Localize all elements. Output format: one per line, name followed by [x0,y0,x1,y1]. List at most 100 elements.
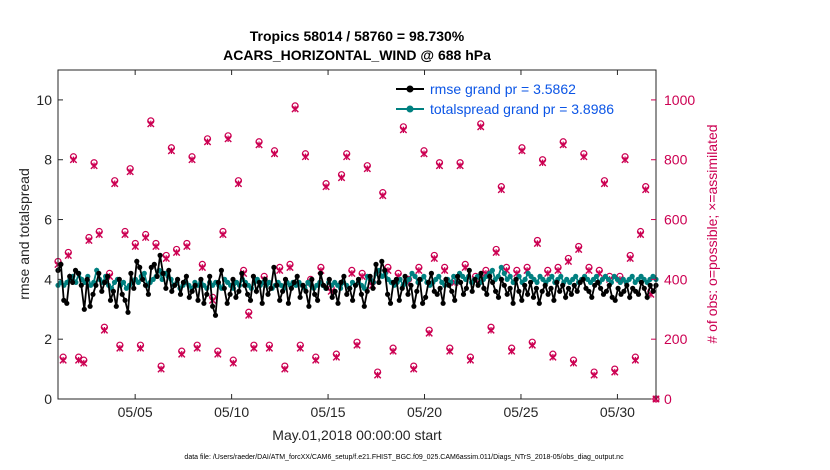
rmse-point [134,258,140,264]
rmse-point [107,297,114,303]
rmse-point [373,261,379,267]
obs-assimilated-point [399,126,408,134]
obs-assimilated-point [559,141,567,149]
rmse-point [560,282,566,288]
rmse-point [195,297,201,303]
obs-assimilated-point [162,254,170,263]
obs-assimilated-point [131,242,140,251]
obs-assimilated-point [281,365,289,373]
rmse-point [405,291,411,297]
rmse-point [347,285,353,291]
rmse-point [288,285,294,291]
rmse-point [125,309,131,315]
rmse-point [84,276,90,282]
rmse-point [329,294,335,300]
rmse-point [525,291,531,297]
rmse-point [595,279,601,285]
rmse-point [262,276,268,282]
obs-assimilated-point [497,185,506,194]
totalspread-point [522,276,528,282]
y-left-tick-label: 10 [36,92,52,108]
rmse-point [379,258,385,264]
rmse-point [501,282,507,288]
rmse-point [376,279,382,285]
y-axis-right-label: # of obs: o=possible; ×=assimilated [704,124,720,343]
obs-assimilated-point [219,230,227,239]
obs-assimilated-point [410,365,418,373]
rmse-point [204,291,210,297]
obs-assimilated-point [626,254,634,263]
obs-assimilated-point [353,341,361,349]
rmse-point [650,288,656,294]
rmse-point [434,291,440,297]
rmse-point [218,267,224,273]
rmse-point [443,276,449,282]
rmse-point [335,300,341,306]
obs-assimilated-point [116,344,124,352]
chart-subtitle: ACARS_HORIZONTAL_WIND @ 688 hPa [223,47,491,63]
rmse-point [99,288,105,294]
rmse-point [160,270,166,276]
rmse-point [256,279,262,285]
obs-assimilated-point [440,266,449,275]
rmse-point [253,288,259,294]
obs-assimilated-point [420,150,428,158]
rmse-point [315,297,321,303]
rmse-point [274,282,280,288]
rmse-point [239,270,245,276]
rmse-point [387,300,394,306]
rmse-point [157,252,163,258]
rmse-point [586,288,592,294]
rmse-point [358,291,364,297]
obs-assimilated-point [621,156,629,164]
rmse-point [323,285,329,291]
rmse-point [58,261,64,267]
obs-assimilated-point [203,138,212,146]
rmse-point [598,285,604,291]
rmse-point [364,288,370,294]
rmse-point [414,288,420,294]
rmse-point [565,285,572,291]
rmse-point [382,267,388,273]
obs-assimilated-point [611,368,619,376]
y-left-tick-label: 4 [44,271,52,287]
totalspread-point [135,279,141,285]
totalspread-point [573,273,579,279]
obs-assimilated-point [363,165,372,173]
rmse-point [440,300,446,306]
rmse-point [519,297,525,303]
rmse-point [428,270,434,276]
totalspread-point [501,270,507,276]
rmse-point [70,279,76,285]
rmse-point [154,273,160,279]
line-layer [55,252,659,318]
rmse-point [151,261,157,267]
rmse-point [338,279,344,285]
rmse-point [647,282,653,288]
obs-assimilated-point [147,120,155,128]
obs-assimilated-point [229,359,237,367]
rmse-point [113,303,119,309]
obs-assimilated-point [198,263,207,272]
rmse-point [420,300,426,306]
rmse-point [580,276,586,282]
rmse-point [137,264,143,270]
x-axis-label: May.01,2018 00:00:00 start [272,427,442,443]
y-left-tick-label: 2 [44,331,52,347]
obs-assimilated-point [167,147,176,155]
rmse-point [495,294,502,300]
rmse-point [635,291,642,297]
rmse-point [110,288,116,294]
totalspread-point [593,273,600,279]
rmse-point [423,294,429,300]
rmse-point [96,270,102,276]
obs-assimilated-point [183,242,191,251]
obs-assimilated-point [373,371,382,379]
legend-spread-label: totalspread grand pr = 3.8986 [430,101,614,117]
rmse-point [437,285,443,291]
rmse-point [78,282,84,288]
y-right-tick-label: 200 [664,331,688,347]
obs-assimilated-point [296,344,304,352]
obs-assimilated-point [574,245,583,254]
